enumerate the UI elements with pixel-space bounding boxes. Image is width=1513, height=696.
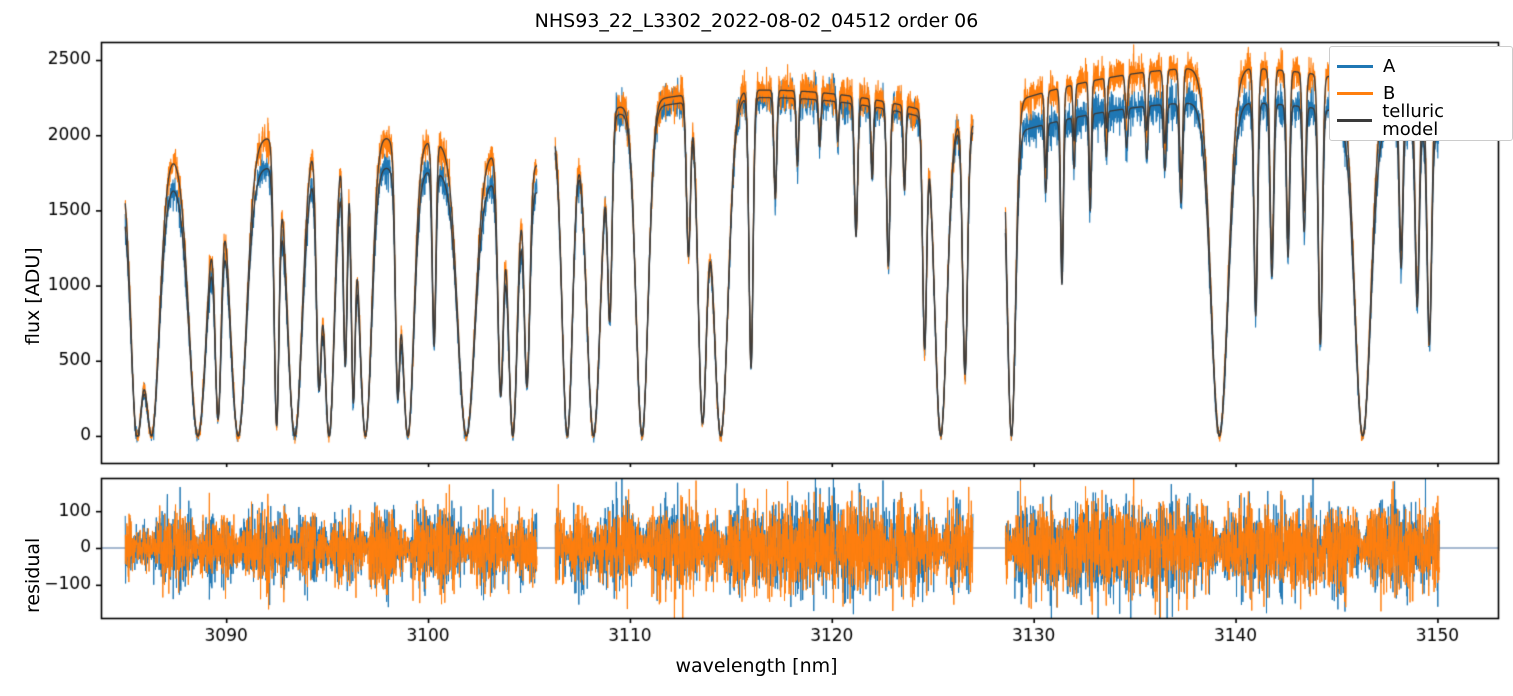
legend-item-b: B	[1337, 80, 1503, 107]
legend-label-b: B	[1383, 82, 1396, 104]
legend-swatch-telluric-model	[1337, 119, 1373, 122]
legend-swatch-b	[1337, 92, 1373, 95]
legend-item-telluric-model: telluric model	[1337, 102, 1503, 138]
legend-label-telluric-model: telluric model	[1382, 100, 1445, 140]
legend-item-a: A	[1337, 53, 1503, 80]
legend: A B telluric model	[1329, 46, 1513, 141]
legend-swatch-a	[1337, 65, 1373, 68]
legend-label-a: A	[1383, 55, 1396, 77]
